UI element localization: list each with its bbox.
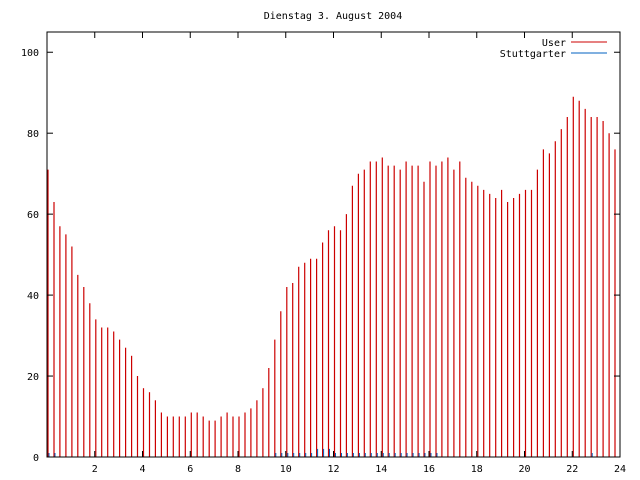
- y-tick-label: 60: [27, 210, 39, 221]
- x-tick-label: 24: [614, 464, 626, 475]
- y-axis: 0 20 40 60 80 100: [21, 48, 620, 464]
- y-tick-label: 40: [27, 291, 39, 302]
- chart-title: Dienstag 3. August 2004: [264, 11, 402, 22]
- y-tick-label: 0: [33, 453, 39, 464]
- y-tick-label: 20: [27, 372, 39, 383]
- plot-frame: [46, 31, 621, 458]
- x-tick-label: 8: [235, 464, 241, 475]
- x-tick-label: 20: [518, 464, 530, 475]
- legend: User Stuttgarter: [500, 38, 607, 60]
- x-tick-label: 4: [139, 464, 145, 475]
- x-tick-label: 18: [471, 464, 483, 475]
- x-tick-label: 10: [280, 464, 292, 475]
- x-axis: 2 4 6 8 10 12 14 16 18 20 22 24: [92, 32, 626, 475]
- x-tick-label: 6: [187, 464, 193, 475]
- x-tick-label: 22: [566, 464, 578, 475]
- legend-label-stuttgarter: Stuttgarter: [500, 49, 566, 60]
- legend-label-user: User: [542, 38, 566, 49]
- x-tick-label: 2: [92, 464, 98, 475]
- y-tick-label: 100: [21, 48, 39, 59]
- x-tick-label: 12: [327, 464, 339, 475]
- plot-bars: [47, 96, 616, 457]
- y-tick-label: 80: [27, 129, 39, 140]
- x-tick-label: 14: [375, 464, 387, 475]
- x-tick-label: 16: [423, 464, 435, 475]
